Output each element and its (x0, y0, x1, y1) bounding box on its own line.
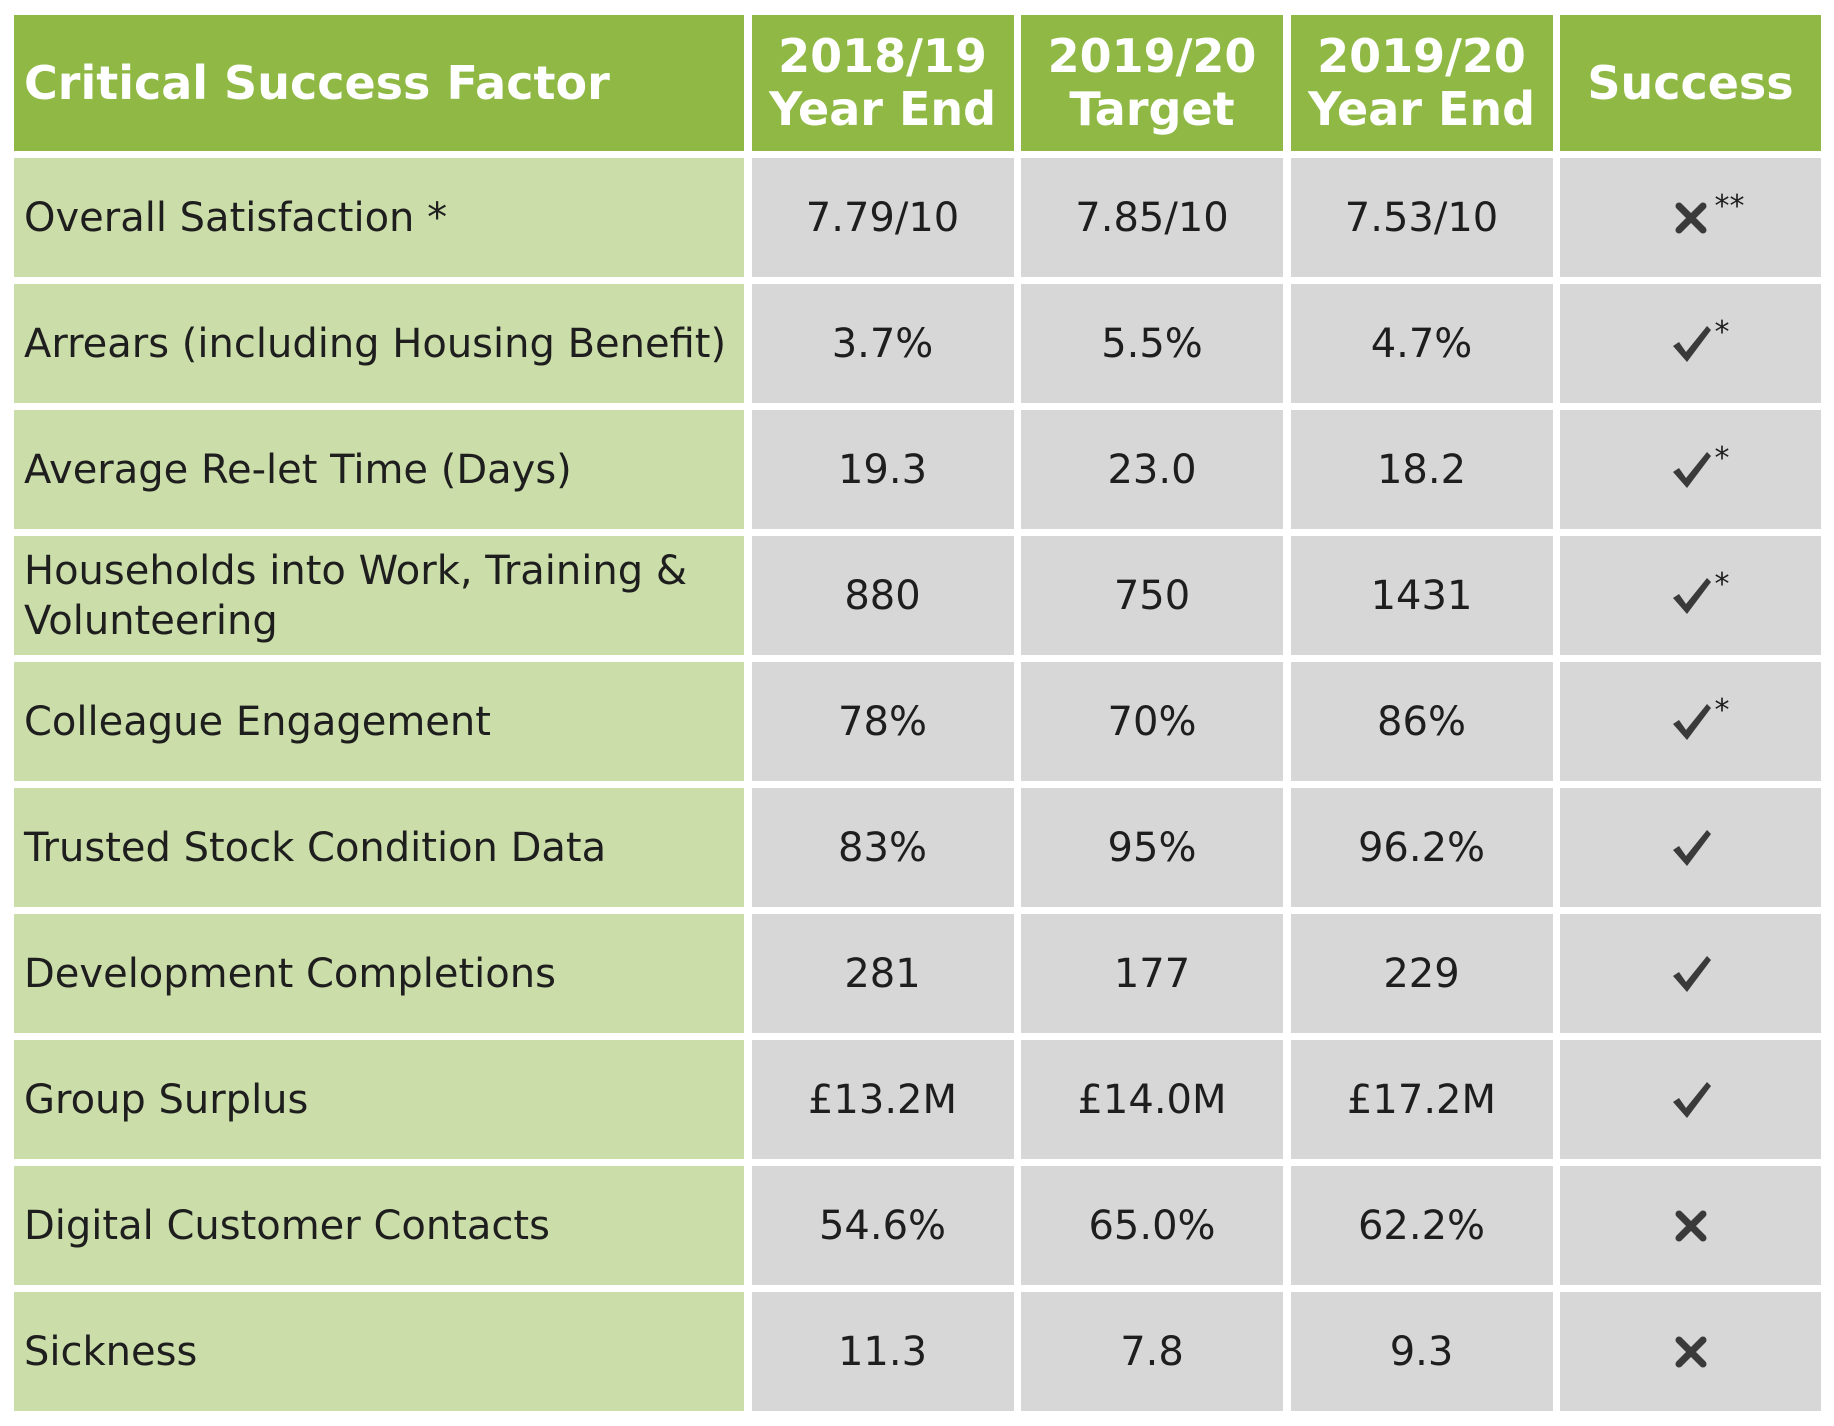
cross-icon (1669, 1330, 1713, 1374)
factor-cell: Average Re-let Time (Days) (14, 410, 744, 529)
header-line: 2018/19 (778, 30, 987, 83)
footnote-marker: * (1715, 692, 1730, 730)
factor-cell: Sickness (14, 1292, 744, 1411)
value-2019-20-year-end: 9.3 (1291, 1292, 1553, 1411)
header-success: Success (1560, 15, 1821, 151)
cross-icon: ** (1669, 196, 1713, 240)
value-2018-19-year-end: 281 (752, 914, 1014, 1033)
header-line: 2019/20 (1317, 30, 1526, 83)
value-2019-20-year-end: 7.53/10 (1291, 158, 1553, 277)
success-cell: * (1560, 662, 1821, 781)
value-2019-20-year-end: 62.2% (1291, 1166, 1553, 1285)
success-cell: * (1560, 284, 1821, 403)
cross-icon (1669, 1204, 1713, 1248)
value-2019-20-target: 177 (1021, 914, 1283, 1033)
header-2018-19-year-end: 2018/19 Year End (752, 15, 1014, 151)
check-icon: * (1669, 448, 1713, 492)
value-2019-20-year-end: 86% (1291, 662, 1553, 781)
factor-cell: Digital Customer Contacts (14, 1166, 744, 1285)
critical-success-factors-table: Critical Success Factor 2018/19 Year End 20… (14, 15, 1821, 1411)
value-2019-20-target: 65.0% (1021, 1166, 1283, 1285)
footnote-marker: * (1715, 566, 1730, 604)
value-2019-20-year-end: 96.2% (1291, 788, 1553, 907)
check-icon: * (1669, 322, 1713, 366)
value-2019-20-target: 750 (1021, 536, 1283, 655)
check-icon: * (1669, 700, 1713, 744)
value-2018-19-year-end: £13.2M (752, 1040, 1014, 1159)
value-2019-20-target: 7.8 (1021, 1292, 1283, 1411)
header-line: 2019/20 (1048, 30, 1257, 83)
header-2019-20-target: 2019/20 Target (1021, 15, 1283, 151)
header-line: Year End (1308, 83, 1535, 136)
header-line: Year End (769, 83, 996, 136)
factor-cell: Group Surplus (14, 1040, 744, 1159)
value-2018-19-year-end: 7.79/10 (752, 158, 1014, 277)
header-text: 2019/20 Target (1048, 30, 1257, 136)
header-text: 2019/20 Year End (1308, 30, 1535, 136)
success-cell: * (1560, 410, 1821, 529)
value-2018-19-year-end: 11.3 (752, 1292, 1014, 1411)
success-cell (1560, 914, 1821, 1033)
value-2019-20-year-end: 1431 (1291, 536, 1553, 655)
check-icon (1669, 826, 1713, 870)
footnote-marker: * (1715, 440, 1730, 478)
value-2018-19-year-end: 83% (752, 788, 1014, 907)
header-text: Critical Success Factor (24, 57, 610, 110)
header-text: Success (1587, 57, 1793, 110)
footnote-marker: * (1715, 314, 1730, 352)
header-critical-success-factor: Critical Success Factor (14, 15, 744, 151)
value-2018-19-year-end: 54.6% (752, 1166, 1014, 1285)
factor-cell: Colleague Engagement (14, 662, 744, 781)
value-2019-20-target: 70% (1021, 662, 1283, 781)
value-2019-20-year-end: 229 (1291, 914, 1553, 1033)
header-line: Success (1587, 57, 1793, 110)
value-2019-20-year-end: £17.2M (1291, 1040, 1553, 1159)
check-icon: * (1669, 574, 1713, 618)
success-cell: ** (1560, 158, 1821, 277)
success-cell (1560, 1166, 1821, 1285)
factor-cell: Overall Satisfaction * (14, 158, 744, 277)
factor-cell: Development Completions (14, 914, 744, 1033)
header-line: Critical Success Factor (24, 57, 610, 110)
value-2018-19-year-end: 78% (752, 662, 1014, 781)
header-2019-20-year-end: 2019/20 Year End (1291, 15, 1553, 151)
check-icon (1669, 1078, 1713, 1122)
value-2019-20-target: £14.0M (1021, 1040, 1283, 1159)
value-2019-20-target: 95% (1021, 788, 1283, 907)
factor-cell: Arrears (including Housing Benefit) (14, 284, 744, 403)
success-cell (1560, 788, 1821, 907)
value-2019-20-target: 23.0 (1021, 410, 1283, 529)
header-text: 2018/19 Year End (769, 30, 996, 136)
factor-cell: Trusted Stock Condition Data (14, 788, 744, 907)
factor-cell: Households into Work, Training & Volunte… (14, 536, 744, 655)
value-2018-19-year-end: 19.3 (752, 410, 1014, 529)
success-cell (1560, 1040, 1821, 1159)
value-2019-20-year-end: 4.7% (1291, 284, 1553, 403)
success-cell (1560, 1292, 1821, 1411)
success-cell: * (1560, 536, 1821, 655)
footnote-marker: ** (1715, 188, 1745, 226)
value-2018-19-year-end: 880 (752, 536, 1014, 655)
header-line: Target (1069, 83, 1234, 136)
value-2018-19-year-end: 3.7% (752, 284, 1014, 403)
check-icon (1669, 952, 1713, 996)
value-2019-20-target: 5.5% (1021, 284, 1283, 403)
value-2019-20-year-end: 18.2 (1291, 410, 1553, 529)
value-2019-20-target: 7.85/10 (1021, 158, 1283, 277)
